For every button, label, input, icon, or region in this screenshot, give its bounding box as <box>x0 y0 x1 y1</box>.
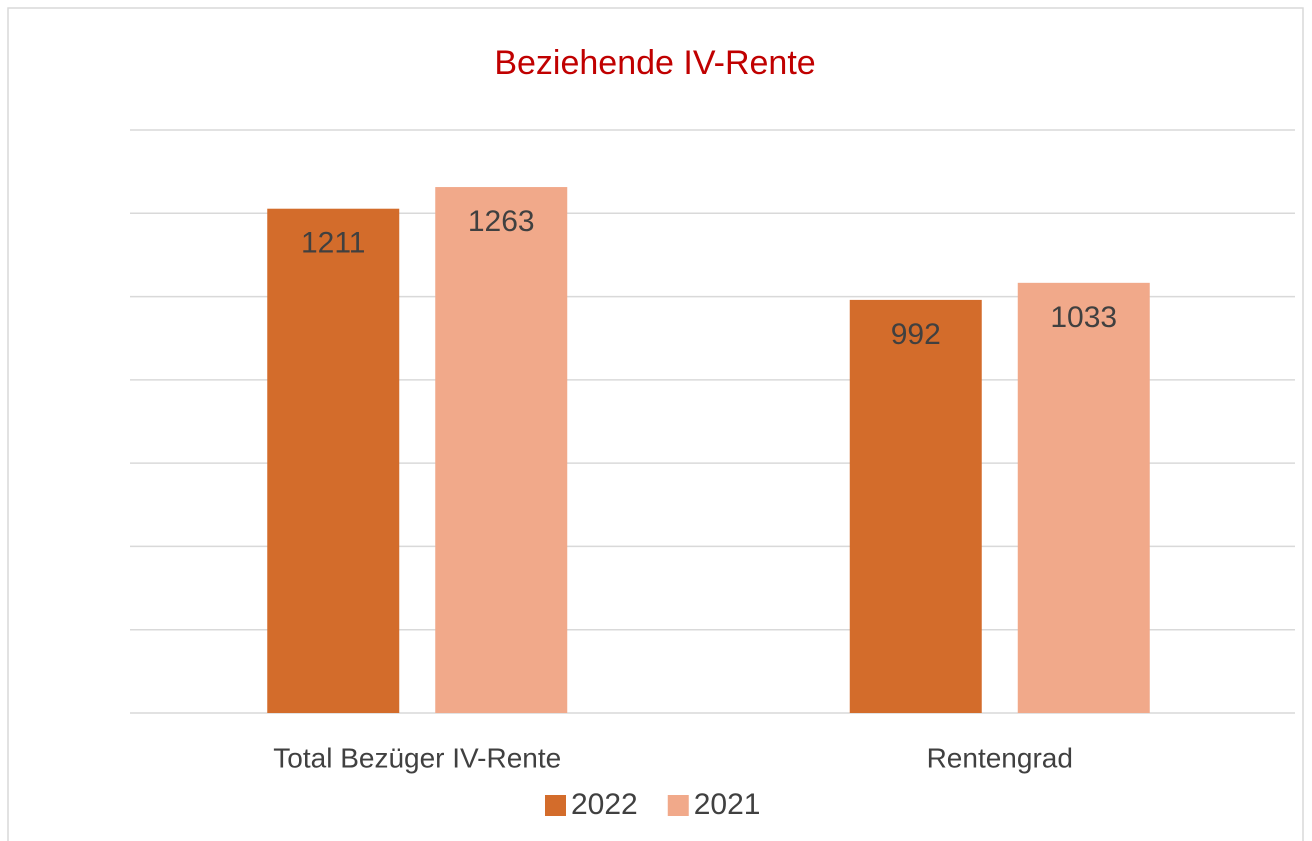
legend-label: 2021 <box>694 788 761 821</box>
bar <box>267 208 400 713</box>
chart-title: Beziehende IV-Rente <box>494 44 815 82</box>
data-label: 1263 <box>468 205 535 238</box>
legend-swatch <box>545 795 566 816</box>
legend-label: 2022 <box>571 788 638 821</box>
bar <box>1017 282 1150 713</box>
data-label: 1211 <box>301 227 366 260</box>
bar <box>435 187 568 713</box>
data-label: 992 <box>891 318 941 351</box>
x-tick-label: Total Bezüger IV-Rente <box>273 742 561 773</box>
bar <box>849 299 982 713</box>
data-label: 1033 <box>1050 301 1117 334</box>
legend-swatch <box>667 795 689 816</box>
x-tick-label: Rentengrad <box>927 742 1073 773</box>
